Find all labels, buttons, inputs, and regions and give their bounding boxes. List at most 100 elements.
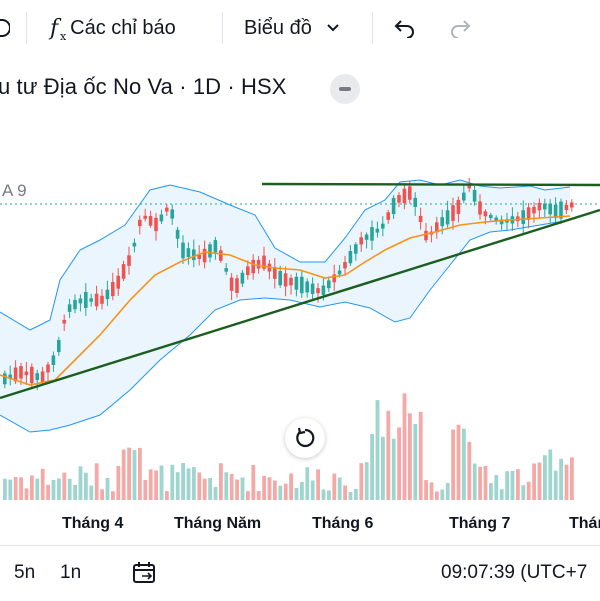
resistance-line[interactable] [261, 182, 600, 187]
candle-body [127, 255, 131, 266]
volume-bar [553, 470, 558, 500]
candle-body [84, 292, 88, 308]
candle-body [478, 201, 482, 215]
candle-body [499, 219, 504, 225]
partial-icon[interactable] [0, 0, 10, 56]
candle-body [57, 339, 61, 353]
volume-bar [478, 466, 482, 500]
volume-bar [116, 465, 121, 500]
date-range-calendar-icon[interactable] [132, 545, 158, 600]
toolbar-divider [26, 12, 27, 44]
candle-body [202, 248, 207, 263]
candle-body [521, 210, 525, 224]
indicator-legend-label[interactable]: A 9 [2, 181, 27, 200]
volume-bar [121, 449, 126, 500]
volume-bar [532, 463, 536, 500]
volume-bar [310, 480, 315, 500]
volume-bar [273, 480, 277, 500]
candle-body [165, 207, 169, 212]
volume-bar [62, 472, 67, 500]
volume-bar [94, 463, 99, 500]
candle-body [213, 240, 218, 253]
bottom-toolbar [0, 545, 600, 601]
volume-bar [413, 423, 418, 500]
volume-bar [159, 465, 164, 500]
support-trendline[interactable] [0, 208, 600, 400]
volume-bar [235, 479, 239, 500]
volume-bar [337, 477, 342, 500]
candle-body [186, 248, 191, 258]
candle-body [170, 209, 174, 219]
volume-bar [170, 464, 175, 500]
candle-body [327, 280, 331, 289]
chevron-down-icon [327, 24, 339, 32]
collapse-button[interactable] [330, 74, 360, 104]
volume-bars [3, 393, 574, 500]
volume-bar [13, 477, 18, 500]
volume-bar [316, 469, 320, 500]
candle-body [132, 242, 137, 247]
volume-bar [429, 482, 434, 500]
volume-bar [445, 482, 450, 500]
candle-body [116, 275, 120, 289]
candle-body [246, 266, 250, 276]
symbol-title[interactable]: u tư Địa ốc No Va · 1D · HSX [0, 74, 287, 99]
volume-bar [494, 475, 499, 500]
candle-body [100, 295, 104, 304]
volume-bar [435, 491, 439, 500]
volume-bar [267, 477, 272, 500]
undo-icon[interactable] [394, 0, 416, 56]
volume-bar [391, 438, 396, 500]
volume-bar [332, 473, 337, 500]
volume-bar [30, 475, 34, 500]
range-5n-button[interactable]: 5n [14, 561, 36, 583]
volume-bar [570, 457, 574, 500]
volume-bar [483, 465, 488, 500]
volume-bar [456, 424, 461, 500]
candle-body [251, 259, 255, 274]
candle-body [148, 216, 153, 226]
candle-body [283, 273, 288, 287]
volume-bar [559, 458, 563, 500]
redo-icon[interactable] [449, 0, 471, 56]
candle-body [532, 206, 536, 214]
candle-body [62, 319, 66, 324]
reset-chart-button[interactable] [285, 418, 325, 458]
candle-body [289, 277, 293, 286]
volume-bar [386, 410, 391, 500]
candle-body [548, 203, 552, 215]
volume-bar [256, 491, 261, 500]
clock-timezone[interactable]: 09:07:39 (UTC+7 [441, 561, 588, 583]
candle-body [138, 219, 142, 227]
candle-body [143, 215, 147, 219]
range-1n-button[interactable]: 1n [60, 561, 82, 583]
candle-body [278, 271, 282, 286]
candle-body [154, 217, 158, 232]
candle-body [94, 293, 99, 307]
candle-body [219, 250, 223, 261]
volume-bar [224, 472, 229, 500]
volume-bar [89, 485, 94, 500]
candle-body [440, 217, 444, 227]
candle-body [89, 298, 93, 302]
candle-body [337, 270, 342, 275]
candle-body [235, 278, 239, 293]
volume-bar [143, 479, 148, 500]
volume-bar [213, 486, 218, 500]
candle-body [451, 205, 455, 221]
candle-body [489, 214, 493, 219]
volume-bar [73, 484, 77, 500]
candle-body [40, 371, 45, 383]
volume-bar [229, 474, 234, 500]
volume-bar [370, 434, 374, 500]
volume-bar [440, 489, 445, 500]
candle-body [111, 281, 115, 297]
volume-bar [46, 484, 50, 500]
candle-body [364, 234, 369, 240]
candle-body [305, 281, 309, 293]
band-fill [0, 180, 570, 432]
chart-type-button[interactable]: Biểu đồ [244, 0, 340, 56]
volume-bar [537, 462, 542, 500]
